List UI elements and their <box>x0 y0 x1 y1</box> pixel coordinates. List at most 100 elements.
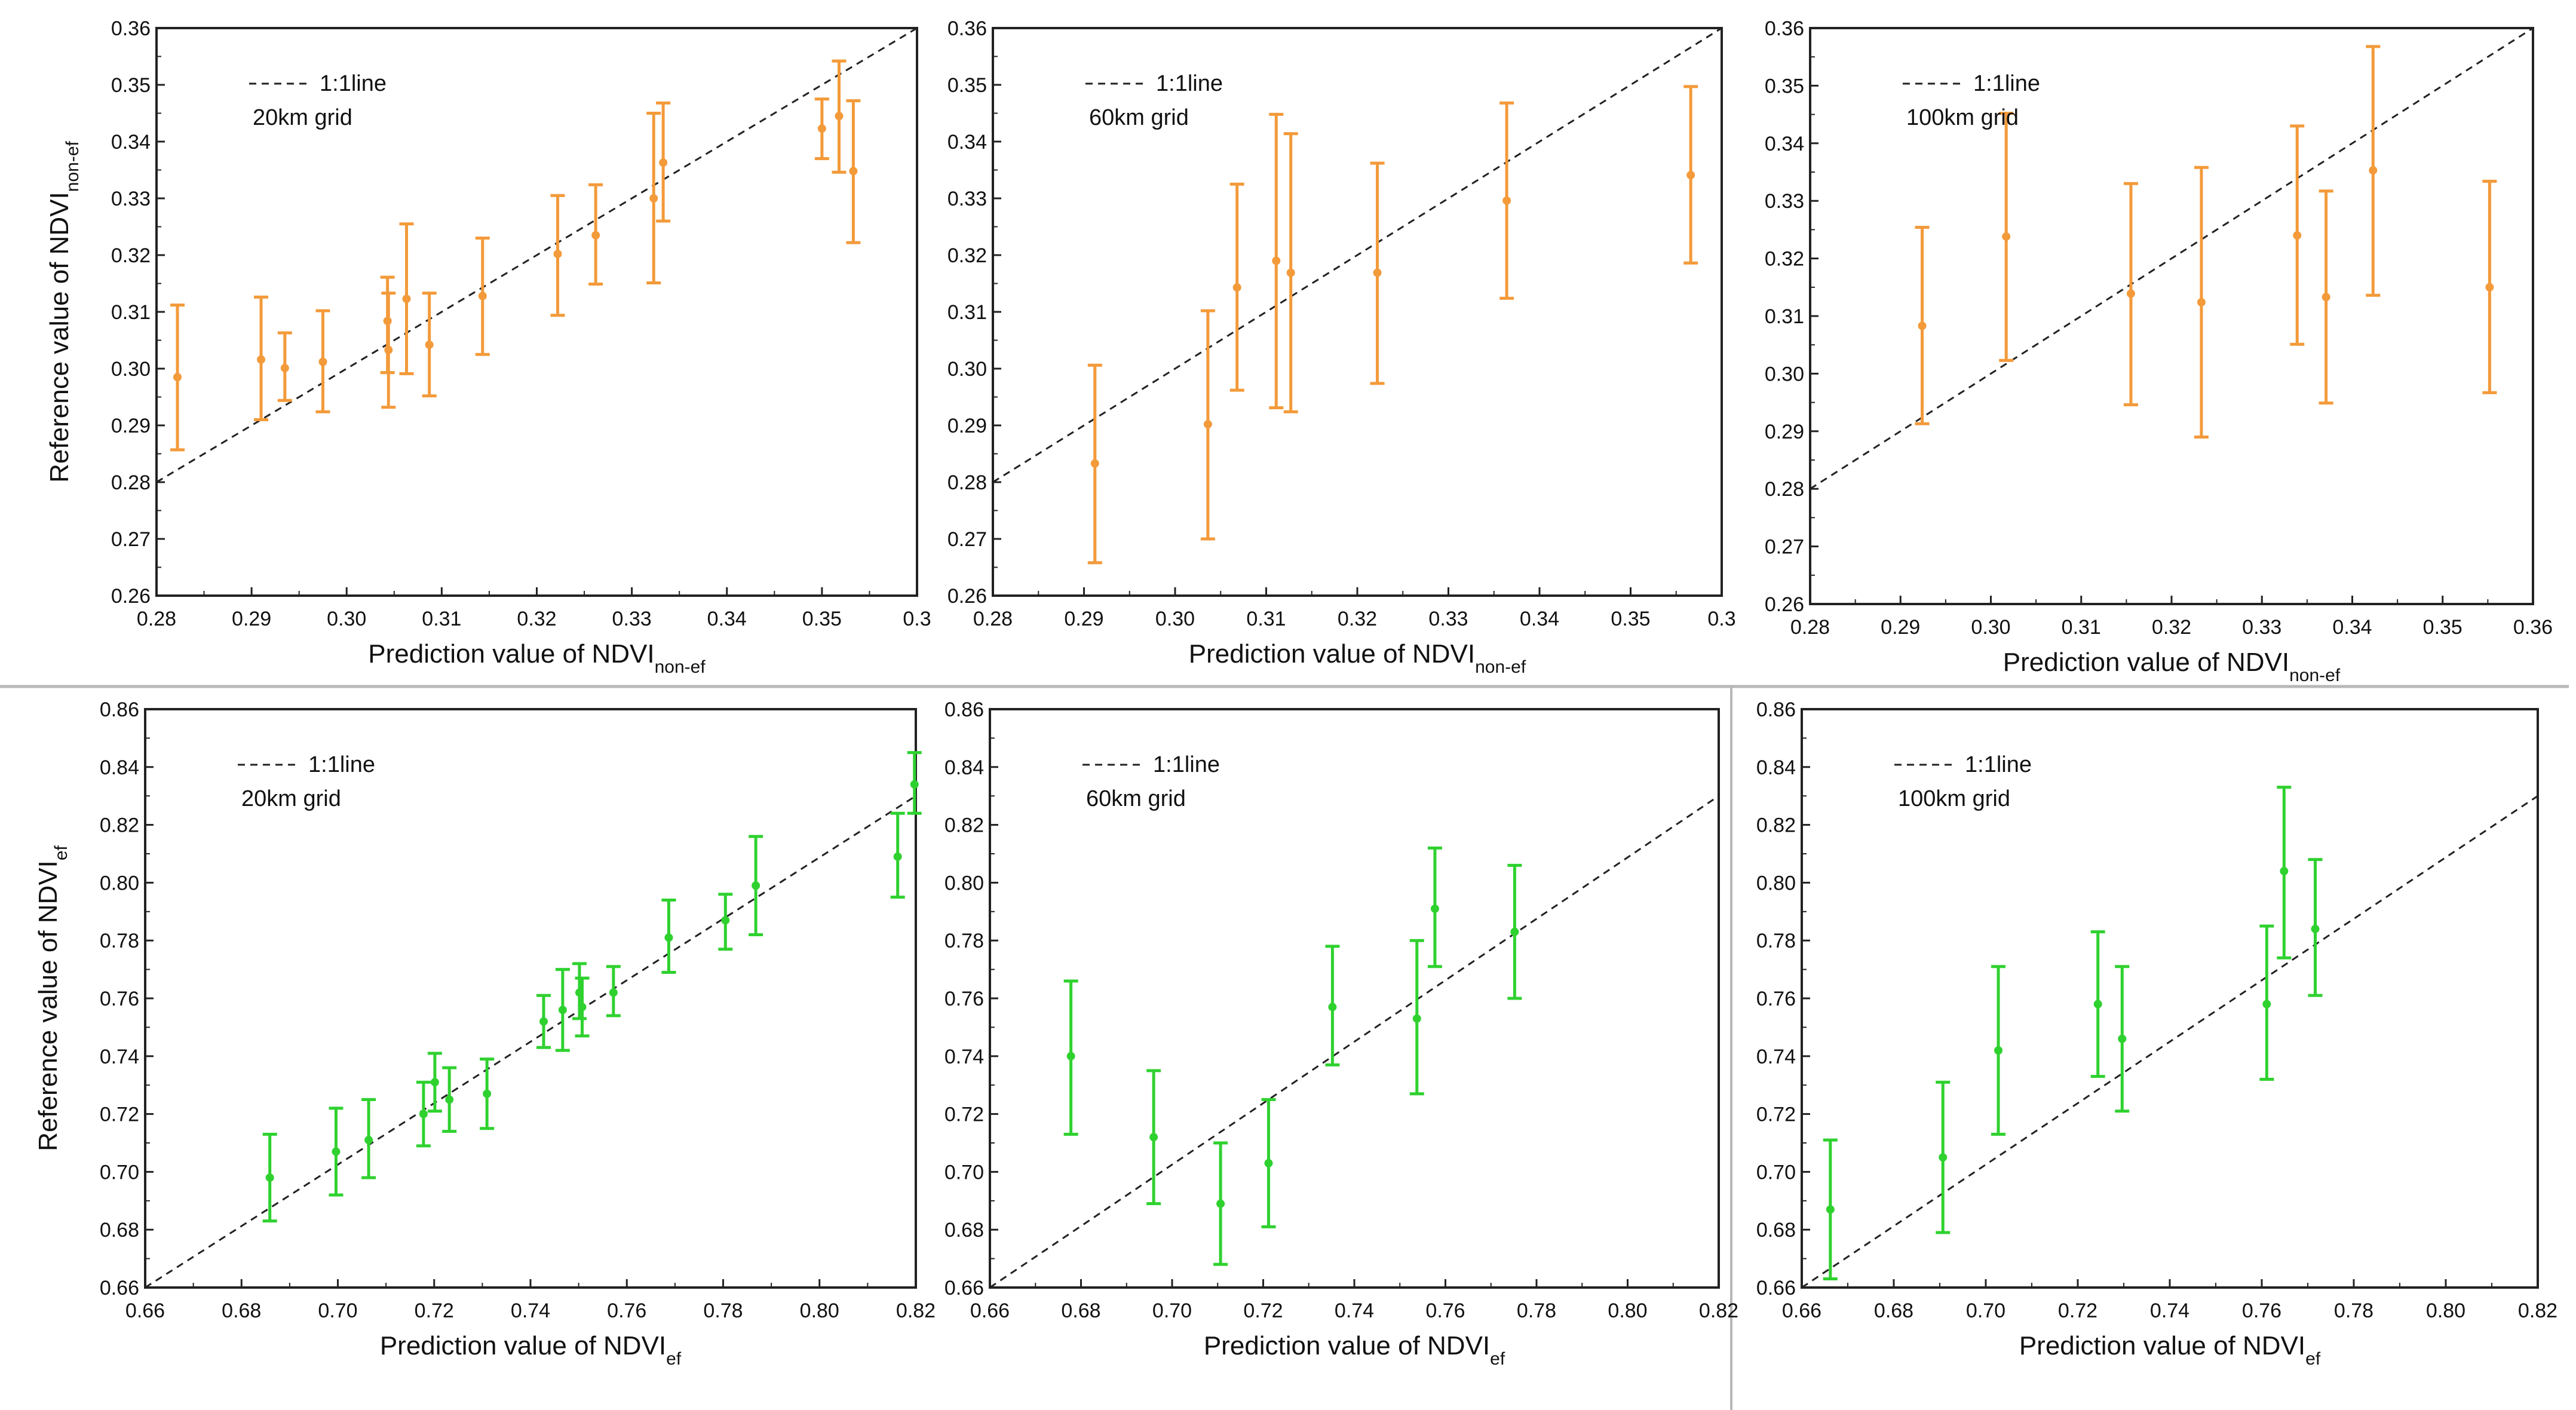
x-tick-label: 0.76 <box>607 1299 646 1322</box>
data-point <box>1683 85 1698 265</box>
point-marker <box>419 1109 428 1118</box>
point-marker <box>1232 283 1241 292</box>
data-point <box>2277 786 2292 960</box>
x-tick-label: 0.68 <box>222 1299 261 1322</box>
y-tick-label: 0.35 <box>1765 75 1804 97</box>
point-marker <box>1203 420 1212 429</box>
x-tick-label: 0.34 <box>707 608 747 630</box>
x-tick-label: 0.29 <box>232 608 271 630</box>
y-tick-label: 0.33 <box>947 188 987 210</box>
point-marker <box>1373 268 1382 277</box>
y-tick-label: 0.78 <box>100 930 139 952</box>
data-point <box>718 893 733 951</box>
y-tick-label: 0.68 <box>1756 1219 1796 1242</box>
x-tick-label: 0.66 <box>970 1299 1010 1322</box>
point-marker <box>1510 927 1519 936</box>
x-tick-label: 0.31 <box>2062 616 2101 639</box>
chart-panel-3: 0.28 0.29 0.30 0.31 0.32 0.33 0.34 0.35 0.36 0.26… <box>1765 17 2553 685</box>
point-marker <box>2485 283 2494 292</box>
point-marker <box>539 1017 548 1026</box>
point-marker <box>910 780 919 789</box>
x-tick-label: 0.28 <box>973 608 1013 630</box>
legend-line-label: 1:1line <box>1973 71 2040 96</box>
point-marker <box>609 988 618 997</box>
y-tick-label: 0.82 <box>100 814 139 837</box>
x-tick-label: 0.35 <box>802 608 842 630</box>
data-point <box>890 811 905 899</box>
data-point <box>1087 363 1102 565</box>
y-tick-label: 0.74 <box>1756 1046 1796 1068</box>
legend-grid-label: 20km grid <box>241 786 341 811</box>
data-point <box>661 898 676 974</box>
data-point <box>1499 101 1514 300</box>
point-marker <box>849 167 858 176</box>
y-tick-label: 0.66 <box>100 1277 139 1299</box>
point-marker <box>893 852 902 861</box>
data-point <box>1269 112 1284 410</box>
data-point <box>170 304 185 452</box>
point-marker <box>2322 293 2330 302</box>
y-tick-label: 0.84 <box>100 756 139 779</box>
reference-line-1to1 <box>989 795 1719 1289</box>
point-marker <box>1090 459 1099 468</box>
x-axis-title: Prediction value of NDVInon-ef <box>2003 648 2341 685</box>
data-point <box>422 292 437 398</box>
y-tick-label: 0.86 <box>944 698 984 721</box>
x-tick-label: 0.35 <box>2423 616 2462 639</box>
y-tick-label: 0.30 <box>1765 363 1804 385</box>
point-marker <box>659 158 668 167</box>
x-tick-label: 0.31 <box>422 608 461 630</box>
y-tick-label: 0.27 <box>111 528 151 551</box>
point-marker <box>1939 1153 1948 1162</box>
data-point <box>555 968 570 1052</box>
data-point <box>550 194 565 317</box>
x-tick-label: 0.68 <box>1874 1299 1913 1322</box>
y-tick-label: 0.78 <box>944 930 984 952</box>
x-tick-label: 0.70 <box>1966 1299 2005 1322</box>
y-tick-label: 0.30 <box>947 358 987 381</box>
y-tick-label: 0.35 <box>947 74 987 97</box>
x-tick-label: 0.72 <box>1243 1299 1283 1322</box>
point-marker <box>280 364 289 373</box>
y-tick-label: 0.26 <box>1765 593 1804 616</box>
y-tick-label: 0.74 <box>944 1046 984 1068</box>
point-marker <box>2118 1034 2127 1043</box>
x-tick-label: 0.72 <box>2058 1299 2097 1322</box>
point-marker <box>721 916 730 925</box>
data-point <box>1370 161 1385 385</box>
chart-panel-5: 0.66 0.68 0.70 0.72 0.74 0.76 0.78 0.80 0.82 0.66… <box>944 698 1738 1369</box>
reference-line-1to1 <box>992 27 1722 483</box>
y-tick-label: 0.68 <box>100 1219 139 1242</box>
point-marker <box>402 295 411 304</box>
x-tick-label: 0.66 <box>125 1299 165 1322</box>
x-tick-label: 0.32 <box>517 608 556 630</box>
y-tick-label: 0.68 <box>944 1219 984 1242</box>
x-tick-label: 0.36 <box>2513 616 2553 639</box>
data-point <box>2259 924 2274 1081</box>
x-tick-label: 0.32 <box>2152 616 2191 639</box>
y-tick-label: 0.36 <box>111 17 151 40</box>
data-point <box>2319 189 2333 405</box>
x-axis-title: Prediction value of NDVIef <box>1204 1331 1505 1369</box>
data-point <box>262 1132 277 1223</box>
x-tick-label: 0.30 <box>327 608 366 630</box>
y-tick-label: 0.26 <box>111 585 151 608</box>
legend-grid-label: 100km grid <box>1898 786 2010 811</box>
point-marker <box>1918 321 1927 330</box>
y-tick-label: 0.33 <box>1765 190 1804 213</box>
y-tick-label: 0.33 <box>111 188 151 210</box>
data-point <box>329 1106 344 1197</box>
x-tick-label: 0.33 <box>612 608 652 630</box>
y-tick-label: 0.32 <box>947 244 987 267</box>
data-point <box>2194 165 2209 439</box>
x-axis-title: Prediction value of NDVInon-ef <box>368 639 706 677</box>
legend-grid-label: 100km grid <box>1906 105 2019 130</box>
point-marker <box>257 355 266 364</box>
y-tick-label: 0.74 <box>100 1046 139 1068</box>
point-marker <box>332 1147 341 1156</box>
data-point <box>814 97 829 160</box>
y-tick-label: 0.29 <box>947 415 987 437</box>
reference-line-1to1 <box>156 27 918 483</box>
y-tick-label: 0.78 <box>1756 930 1796 952</box>
y-axis-title: Reference value of NDVIef <box>33 845 71 1151</box>
